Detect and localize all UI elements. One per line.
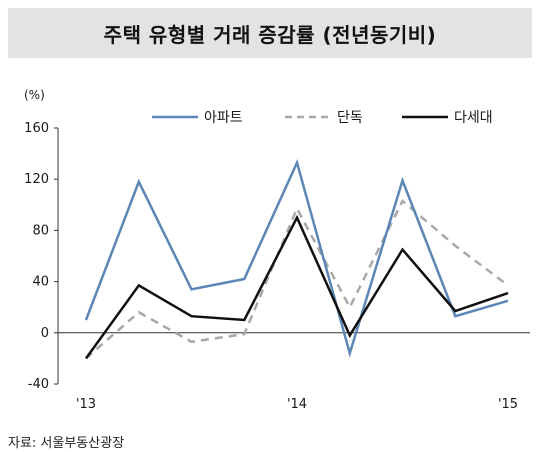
y-tick-label: 0: [41, 326, 49, 341]
x-tick-label: '13: [76, 397, 96, 412]
legend-swatch-multiplex: [402, 115, 448, 119]
legend-swatch-detached: [285, 115, 331, 119]
series-line-apartment: [84, 158, 509, 358]
y-tick-label: 160: [24, 121, 49, 136]
legend-swatch-apartment: [152, 115, 198, 119]
y-tick-label: 120: [24, 172, 49, 187]
y-tick-label: -40: [28, 377, 49, 392]
x-tick-label: '15: [498, 397, 518, 412]
legend-item-multiplex: 다세대: [402, 107, 493, 127]
legend-item-apartment: 아파트: [152, 107, 243, 127]
legend-item-detached: 단독: [285, 107, 363, 127]
source-note: 자료: 서울부동산광장: [8, 436, 125, 451]
y-tick-label: 80: [32, 223, 49, 238]
legend-label-multiplex: 다세대: [454, 110, 493, 126]
y-unit-label: (%): [24, 88, 45, 102]
series-line-multiplex: [84, 214, 509, 360]
y-tick-label: 40: [32, 275, 49, 290]
legend-label-apartment: 아파트: [204, 110, 243, 126]
x-tick-label: '14: [287, 397, 307, 412]
chart-title: 주택 유형별 거래 증감률 (전년동기비): [103, 22, 437, 47]
legend-label-detached: 단독: [337, 110, 363, 126]
chart-title-bar: 주택 유형별 거래 증감률 (전년동기비): [8, 8, 532, 58]
series-line-detached: [85, 199, 509, 360]
